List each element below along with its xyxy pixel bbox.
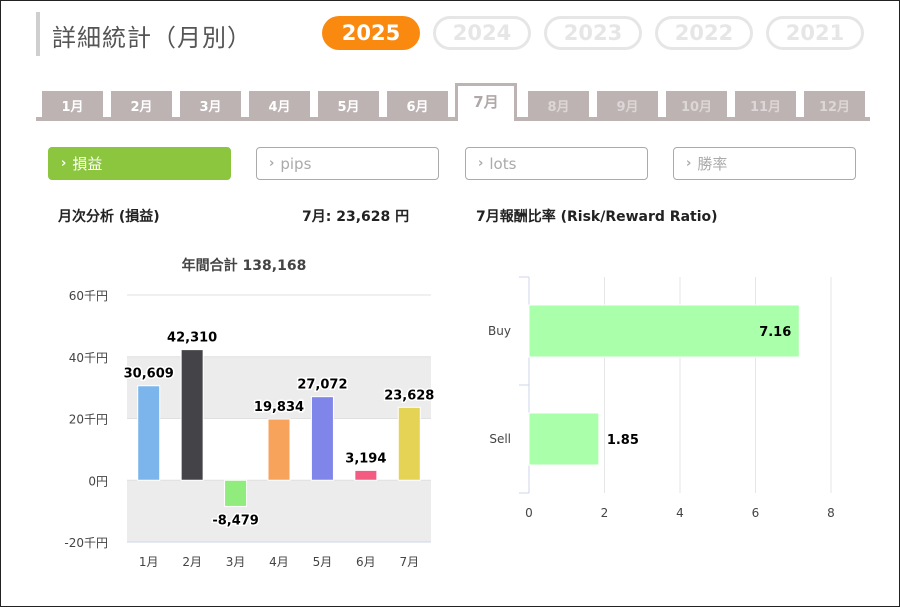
month-tab-4[interactable]: 4月 bbox=[249, 91, 310, 119]
x-tick-label: 6 bbox=[752, 506, 760, 520]
x-tick-label: 3月 bbox=[226, 555, 246, 569]
metric-tab-lots[interactable]: › lots bbox=[465, 147, 648, 180]
year-tab-2021[interactable]: 2021 bbox=[766, 16, 864, 50]
metric-tab-label: 勝率 bbox=[697, 155, 728, 173]
year-selector: 2025 2024 2023 2022 2021 bbox=[322, 16, 864, 50]
y-tick-label: 20千円 bbox=[69, 413, 108, 427]
data-label: 23,628 bbox=[384, 388, 434, 403]
y-tick-label: 60千円 bbox=[69, 289, 108, 303]
chart-title: 年間合計 138,168 bbox=[182, 257, 307, 274]
bar-buy bbox=[528, 304, 800, 358]
x-tick-label: 8 bbox=[827, 506, 835, 520]
bar-sell bbox=[528, 412, 600, 466]
month-tab-6[interactable]: 6月 bbox=[387, 91, 448, 119]
data-label: 1.85 bbox=[607, 433, 639, 448]
bar-2月 bbox=[180, 349, 204, 481]
month-tab-baseline bbox=[36, 117, 870, 121]
month-tab-1[interactable]: 1月 bbox=[42, 91, 103, 119]
chevron-right-icon: › bbox=[686, 156, 692, 171]
x-tick-label: 7月 bbox=[399, 555, 419, 569]
metric-tab-pl[interactable]: › 損益 bbox=[48, 147, 231, 180]
metric-tab-label: pips bbox=[280, 154, 312, 173]
month-tab-7[interactable]: 7月 bbox=[455, 83, 517, 121]
month-tab-11[interactable]: 11月 bbox=[735, 91, 796, 119]
data-label: 7.16 bbox=[759, 325, 791, 340]
year-tab-2024[interactable]: 2024 bbox=[433, 16, 531, 50]
chevron-right-icon: › bbox=[269, 156, 275, 171]
bar-1月 bbox=[137, 385, 161, 481]
month-tab-5[interactable]: 5月 bbox=[318, 91, 379, 119]
x-tick-label: 2 bbox=[601, 506, 609, 520]
month-value-readout: 7月: 23,628 円 bbox=[302, 209, 410, 225]
title-accent-bar bbox=[36, 12, 40, 56]
plot-band bbox=[127, 356, 431, 419]
left-panel-heading: 月次分析 (損益) bbox=[58, 209, 160, 225]
year-tab-2023[interactable]: 2023 bbox=[544, 16, 642, 50]
bar-7月 bbox=[397, 406, 421, 481]
right-panel-heading: 7月報酬比率 (Risk/Reward Ratio) bbox=[476, 209, 718, 225]
bar-6月 bbox=[354, 469, 378, 481]
data-label: 27,072 bbox=[297, 378, 347, 393]
month-tab-10[interactable]: 10月 bbox=[666, 91, 727, 119]
metric-tab-pips[interactable]: › pips bbox=[256, 147, 439, 180]
x-tick-label: 5月 bbox=[313, 555, 333, 569]
year-tab-2025[interactable]: 2025 bbox=[322, 16, 420, 50]
x-tick-label: 2月 bbox=[182, 555, 202, 569]
month-tabs: 1月 2月 3月 4月 5月 6月 7月 8月 9月 10月 11月 12月 bbox=[42, 83, 870, 121]
y-tick-label: -20千円 bbox=[64, 536, 108, 550]
year-tab-2022[interactable]: 2022 bbox=[655, 16, 753, 50]
metric-tab-label: 損益 bbox=[72, 155, 103, 173]
month-tab-8[interactable]: 8月 bbox=[528, 91, 589, 119]
plot-band bbox=[127, 480, 431, 542]
data-label: 30,609 bbox=[124, 367, 174, 382]
bar-5月 bbox=[310, 396, 334, 481]
x-tick-label: 4月 bbox=[269, 555, 289, 569]
month-tab-3[interactable]: 3月 bbox=[180, 91, 241, 119]
x-tick-label: 6月 bbox=[356, 555, 376, 569]
month-tab-12[interactable]: 12月 bbox=[804, 91, 865, 119]
x-tick-label: 1月 bbox=[139, 555, 159, 569]
bar-4月 bbox=[267, 418, 291, 481]
month-tab-9[interactable]: 9月 bbox=[597, 91, 658, 119]
y-tick-label: Buy bbox=[488, 324, 511, 338]
y-tick-label: Sell bbox=[489, 432, 511, 446]
data-label: 3,194 bbox=[345, 451, 386, 466]
x-tick-label: 4 bbox=[676, 506, 684, 520]
data-label: -8,479 bbox=[212, 513, 259, 528]
page-title: 詳細統計（月別） bbox=[52, 24, 252, 52]
data-label: 19,834 bbox=[254, 400, 304, 415]
metric-tab-winrate[interactable]: › 勝率 bbox=[673, 147, 856, 180]
x-tick-label: 0 bbox=[525, 506, 533, 520]
y-tick-label: 0円 bbox=[88, 474, 108, 488]
month-tab-2[interactable]: 2月 bbox=[111, 91, 172, 119]
y-tick-label: 40千円 bbox=[69, 351, 108, 365]
chevron-right-icon: › bbox=[478, 156, 484, 171]
bar-3月 bbox=[224, 479, 248, 507]
metric-tab-label: lots bbox=[489, 154, 517, 173]
data-label: 42,310 bbox=[167, 331, 217, 346]
chevron-right-icon: › bbox=[61, 156, 67, 171]
